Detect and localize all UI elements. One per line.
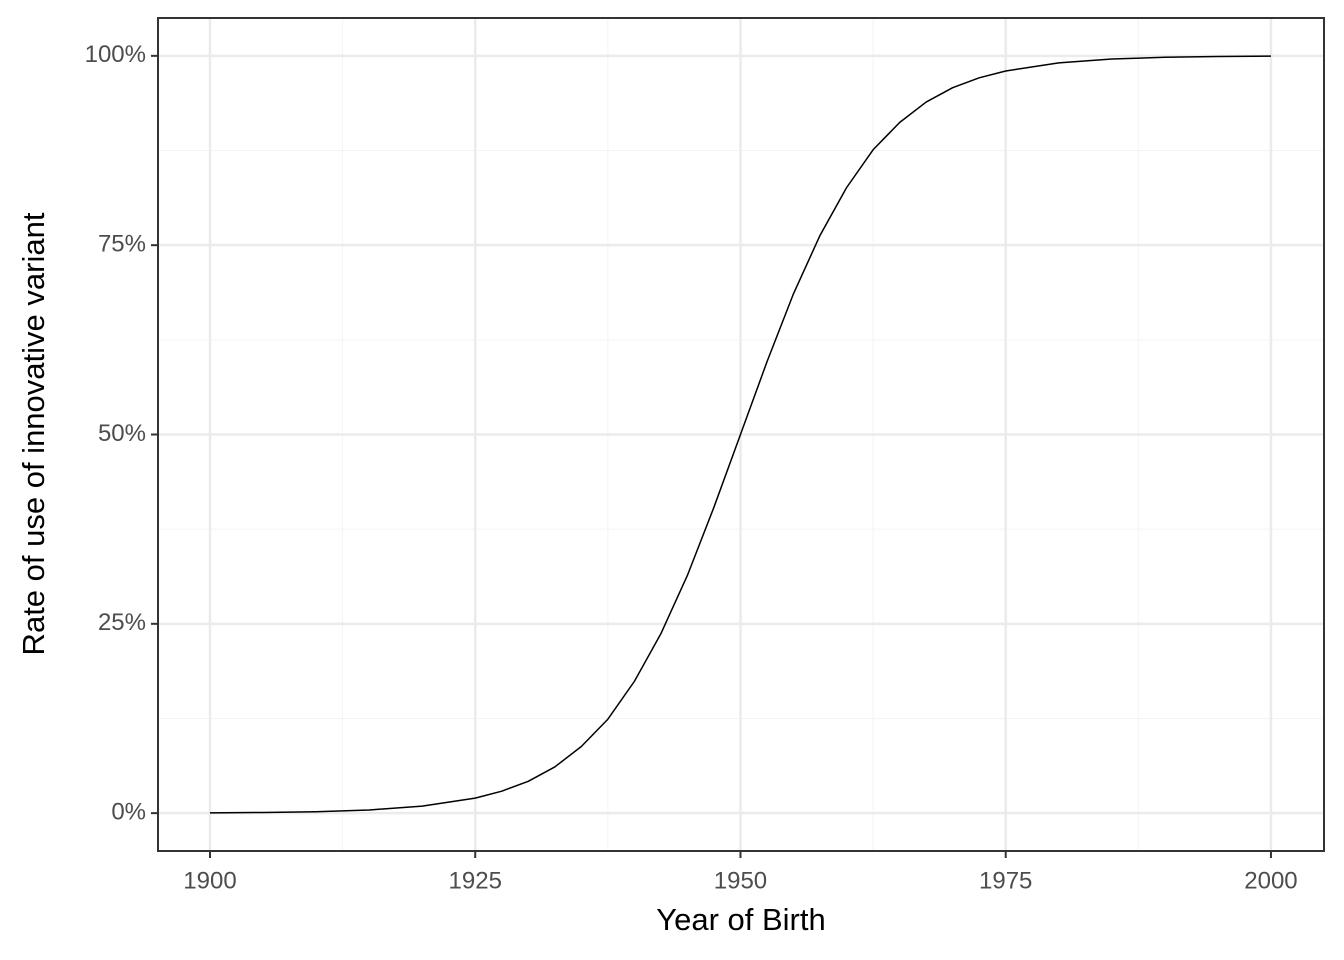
y-tick-label: 75% — [98, 231, 146, 258]
x-tick-label: 1900 — [183, 867, 236, 894]
x-tick-label: 1950 — [714, 867, 767, 894]
x-tick-label: 1975 — [979, 867, 1032, 894]
y-tick-label: 50% — [98, 420, 146, 447]
y-tick-label: 0% — [111, 798, 146, 825]
y-tick-label: 25% — [98, 609, 146, 636]
y-tick-label: 100% — [85, 41, 146, 68]
x-tick-label: 1925 — [449, 867, 502, 894]
data-line — [209, 55, 1271, 814]
x-axis-title: Year of Birth — [656, 902, 825, 937]
panel-border — [157, 17, 1325, 852]
y-axis-title: Rate of use of innovative variant — [16, 212, 51, 655]
x-tick-label: 2000 — [1244, 867, 1297, 894]
